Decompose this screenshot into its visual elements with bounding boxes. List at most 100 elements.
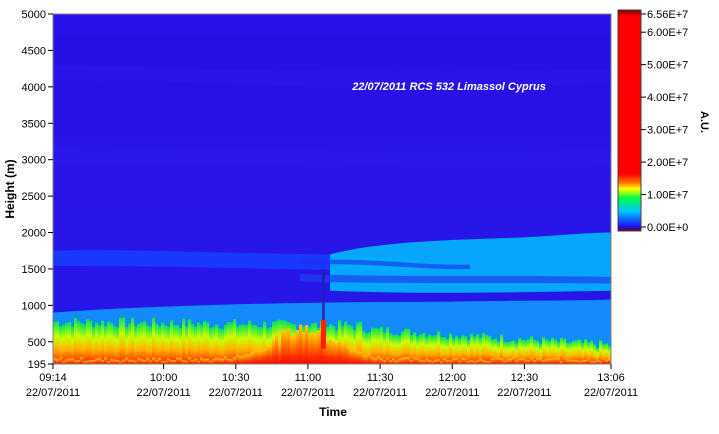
- near-ground-high: [197, 360, 201, 364]
- y-tick-label: 5000: [22, 9, 46, 21]
- x-tick-time-label: 10:00: [150, 372, 178, 384]
- ground-column: [107, 321, 111, 364]
- colorbar-tick-label: 6.56E+7: [647, 9, 688, 21]
- near-ground-high: [65, 359, 69, 364]
- near-ground-high: [512, 357, 516, 364]
- x-tick-time-label: 13:06: [597, 372, 625, 384]
- near-ground-high: [587, 358, 591, 364]
- near-ground-high: [335, 342, 339, 364]
- plot-frame: [52, 13, 612, 365]
- ground-column: [512, 340, 516, 364]
- ground-column: [236, 326, 240, 364]
- near-ground-high: [521, 357, 525, 364]
- near-ground-high: [596, 360, 600, 364]
- ground-column: [440, 337, 444, 364]
- near-ground-high: [92, 360, 96, 364]
- ground-column: [473, 336, 477, 364]
- near-ground-high: [464, 358, 468, 364]
- near-ground-high: [224, 356, 228, 364]
- x-tick-date-label: 22/07/2011: [26, 387, 80, 399]
- ground-column: [116, 327, 120, 364]
- near-ground-high: [71, 358, 75, 364]
- near-ground-high: [380, 358, 384, 364]
- ground-column: [128, 323, 132, 364]
- near-ground-high: [395, 360, 399, 364]
- near-ground-high: [401, 357, 405, 364]
- colorbar-tick-label: 1.00E+7: [647, 190, 688, 202]
- ground-column: [251, 324, 255, 364]
- near-ground-high: [125, 357, 129, 364]
- ground-column: [224, 324, 228, 364]
- near-ground-high: [545, 359, 549, 364]
- near-ground-high: [488, 361, 492, 364]
- y-tick-label: 500: [28, 337, 46, 349]
- near-ground-high: [449, 360, 453, 364]
- ground-column: [497, 341, 501, 364]
- near-ground-high: [233, 357, 237, 364]
- ground-column: [446, 338, 450, 364]
- ground-column: [353, 329, 357, 364]
- ground-column: [176, 324, 180, 364]
- ground-column: [569, 342, 573, 364]
- ground-column: [263, 321, 267, 364]
- near-ground-high: [194, 358, 198, 364]
- ground-column: [422, 332, 426, 364]
- near-ground-high: [431, 361, 435, 364]
- x-tick-date-label: 22/07/2011: [281, 387, 335, 399]
- ground-column: [74, 317, 78, 364]
- near-ground-high: [572, 359, 576, 364]
- near-ground-high: [455, 357, 459, 364]
- near-ground-high: [260, 349, 264, 364]
- near-ground-high: [428, 359, 432, 364]
- near-ground-high: [515, 360, 519, 364]
- ground-column: [218, 328, 222, 364]
- ground-column: [596, 347, 600, 364]
- stripe: [300, 274, 611, 284]
- near-ground-high: [266, 345, 270, 364]
- x-tick-date-label: 22/07/2011: [209, 387, 263, 399]
- near-ground-high: [398, 359, 402, 364]
- ground-column: [359, 321, 363, 364]
- ground-column: [260, 327, 264, 364]
- colorbar-tick-label: 0.00E+0: [647, 222, 688, 234]
- ground-column: [539, 343, 543, 364]
- near-ground-high: [377, 356, 381, 364]
- near-ground-high: [422, 360, 426, 364]
- ground-column: [467, 339, 471, 364]
- near-ground-high: [281, 329, 285, 364]
- ground-column: [599, 340, 603, 364]
- near-ground-high: [182, 360, 186, 364]
- ground-column: [161, 322, 165, 364]
- near-ground-high: [119, 361, 123, 364]
- near-ground-high: [410, 360, 414, 364]
- near-ground-high: [362, 355, 366, 364]
- ground-column: [248, 320, 252, 364]
- ground-column: [212, 326, 216, 364]
- ground-column: [521, 339, 525, 364]
- near-ground-high: [365, 355, 369, 364]
- ground-column: [152, 317, 156, 364]
- near-ground-high: [95, 358, 99, 364]
- near-ground-high: [128, 359, 132, 364]
- ground-column: [245, 324, 249, 364]
- near-ground-high: [221, 358, 225, 364]
- ground-column: [89, 320, 93, 364]
- ground-column: [491, 339, 495, 364]
- near-ground-high: [242, 355, 246, 364]
- near-ground-high: [164, 360, 168, 364]
- near-ground-high: [467, 361, 471, 364]
- near-ground-high: [389, 360, 393, 364]
- ground-column: [242, 324, 246, 364]
- ground-column: [551, 337, 555, 364]
- ground-column: [98, 325, 102, 364]
- near-ground-high: [311, 332, 315, 364]
- y-tick-label: 3500: [22, 118, 46, 130]
- near-ground-high: [359, 351, 363, 364]
- ground-column: [377, 328, 381, 364]
- ground-column: [62, 324, 66, 364]
- near-ground-high: [461, 358, 465, 364]
- ground-column: [215, 324, 219, 364]
- near-ground-high: [434, 359, 438, 364]
- ground-column: [389, 333, 393, 364]
- near-ground-high: [329, 339, 333, 364]
